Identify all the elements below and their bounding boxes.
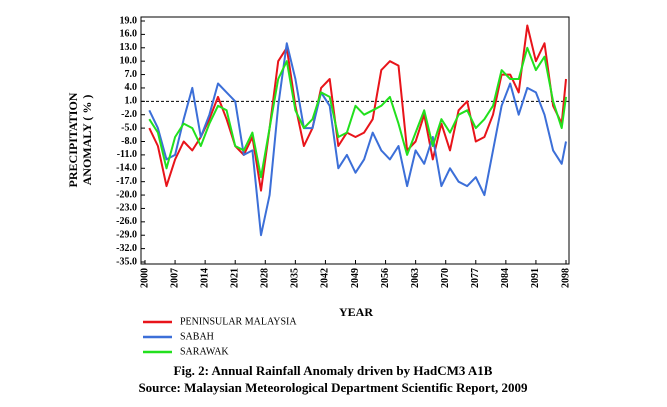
x-tick-label: 2063 xyxy=(410,268,421,288)
data-line xyxy=(148,42,567,237)
y-tick-label: -8.0 xyxy=(121,136,137,147)
y-tick-label: -23.0 xyxy=(116,203,137,214)
x-tick-label: 2021 xyxy=(230,268,241,288)
data-line xyxy=(148,46,567,179)
y-tick-label: 16.0 xyxy=(120,29,138,40)
x-tick-label: 2056 xyxy=(380,268,391,288)
y-axis-title: PRECIPITATION xyxy=(66,92,80,187)
plot-frame xyxy=(140,16,570,265)
y-tick-label: -32.0 xyxy=(116,243,137,254)
legend-label: SARAWAK xyxy=(180,346,229,357)
y-tick-label: 7.0 xyxy=(125,69,138,80)
x-tick-label: 2028 xyxy=(260,268,271,288)
y-tick-label: -20.0 xyxy=(116,189,137,200)
y-tick-label: 10.0 xyxy=(120,55,138,66)
x-tick-label: 2042 xyxy=(320,268,331,288)
x-tick-label: 2035 xyxy=(290,268,301,288)
y-tick-label: -5.0 xyxy=(121,122,137,133)
y-tick-label: 13.0 xyxy=(120,42,138,53)
x-tick-label: 2000 xyxy=(139,268,150,288)
y-tick-label: 1.0 xyxy=(125,96,138,107)
x-tick-label: 2014 xyxy=(199,268,210,288)
y-tick-label: 19.0 xyxy=(120,15,138,26)
x-tick-label: 2007 xyxy=(169,268,180,288)
x-tick-label: 2084 xyxy=(500,268,511,288)
y-tick-label: -2.0 xyxy=(121,109,137,120)
legend-label: SABAH xyxy=(180,331,214,342)
y-tick-label: 4.0 xyxy=(125,82,138,93)
x-tick-label: 2091 xyxy=(530,268,541,288)
x-tick-label: 2077 xyxy=(470,268,481,288)
y-tick-label: -11.0 xyxy=(117,149,137,160)
y-tick-label: -14.0 xyxy=(116,163,137,174)
y-axis-title: ANOMALY ( % ) xyxy=(80,95,94,186)
data-line xyxy=(148,24,567,192)
y-tick-label: -29.0 xyxy=(116,230,137,241)
legend-label: PENINSULAR MALAYSIA xyxy=(180,316,297,327)
y-tick-label: -17.0 xyxy=(116,176,137,187)
y-tick-label: -35.0 xyxy=(116,256,137,267)
x-tick-label: 2049 xyxy=(350,268,361,288)
x-tick-label: 2070 xyxy=(440,268,451,288)
caption: Source: Malaysian Meteorological Departm… xyxy=(138,380,528,395)
caption: Fig. 2: Annual Rainfall Anomaly driven b… xyxy=(174,363,493,378)
y-tick-label: -26.0 xyxy=(116,216,137,227)
x-axis-title: YEAR xyxy=(339,305,373,319)
x-tick-label: 2098 xyxy=(560,268,571,288)
